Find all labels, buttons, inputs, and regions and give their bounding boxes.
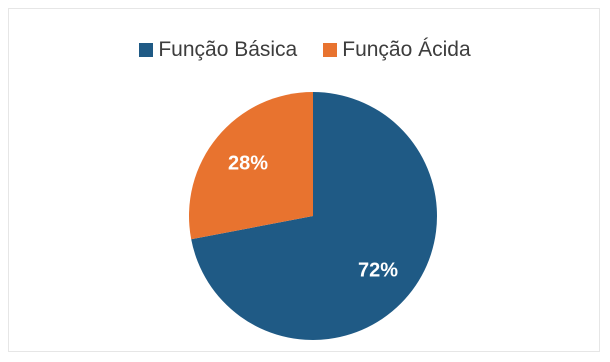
legend-item-funcao-acida[interactable]: Função Ácida	[323, 38, 471, 62]
legend-item-funcao-basica[interactable]: Função Básica	[139, 38, 297, 62]
chart-legend: Função Básica Função Ácida	[0, 38, 610, 62]
legend-label-funcao-acida: Função Ácida	[342, 38, 471, 61]
legend-label-funcao-basica: Função Básica	[158, 38, 298, 61]
legend-swatch-funcao-acida	[323, 43, 338, 57]
pie-slice-label-1: 28%	[228, 152, 268, 174]
legend-swatch-funcao-basica	[139, 43, 154, 57]
pie-slice-1[interactable]	[189, 92, 313, 240]
pie-slice-0[interactable]	[191, 92, 437, 341]
pie-slice-label-0: 72%	[358, 260, 398, 282]
